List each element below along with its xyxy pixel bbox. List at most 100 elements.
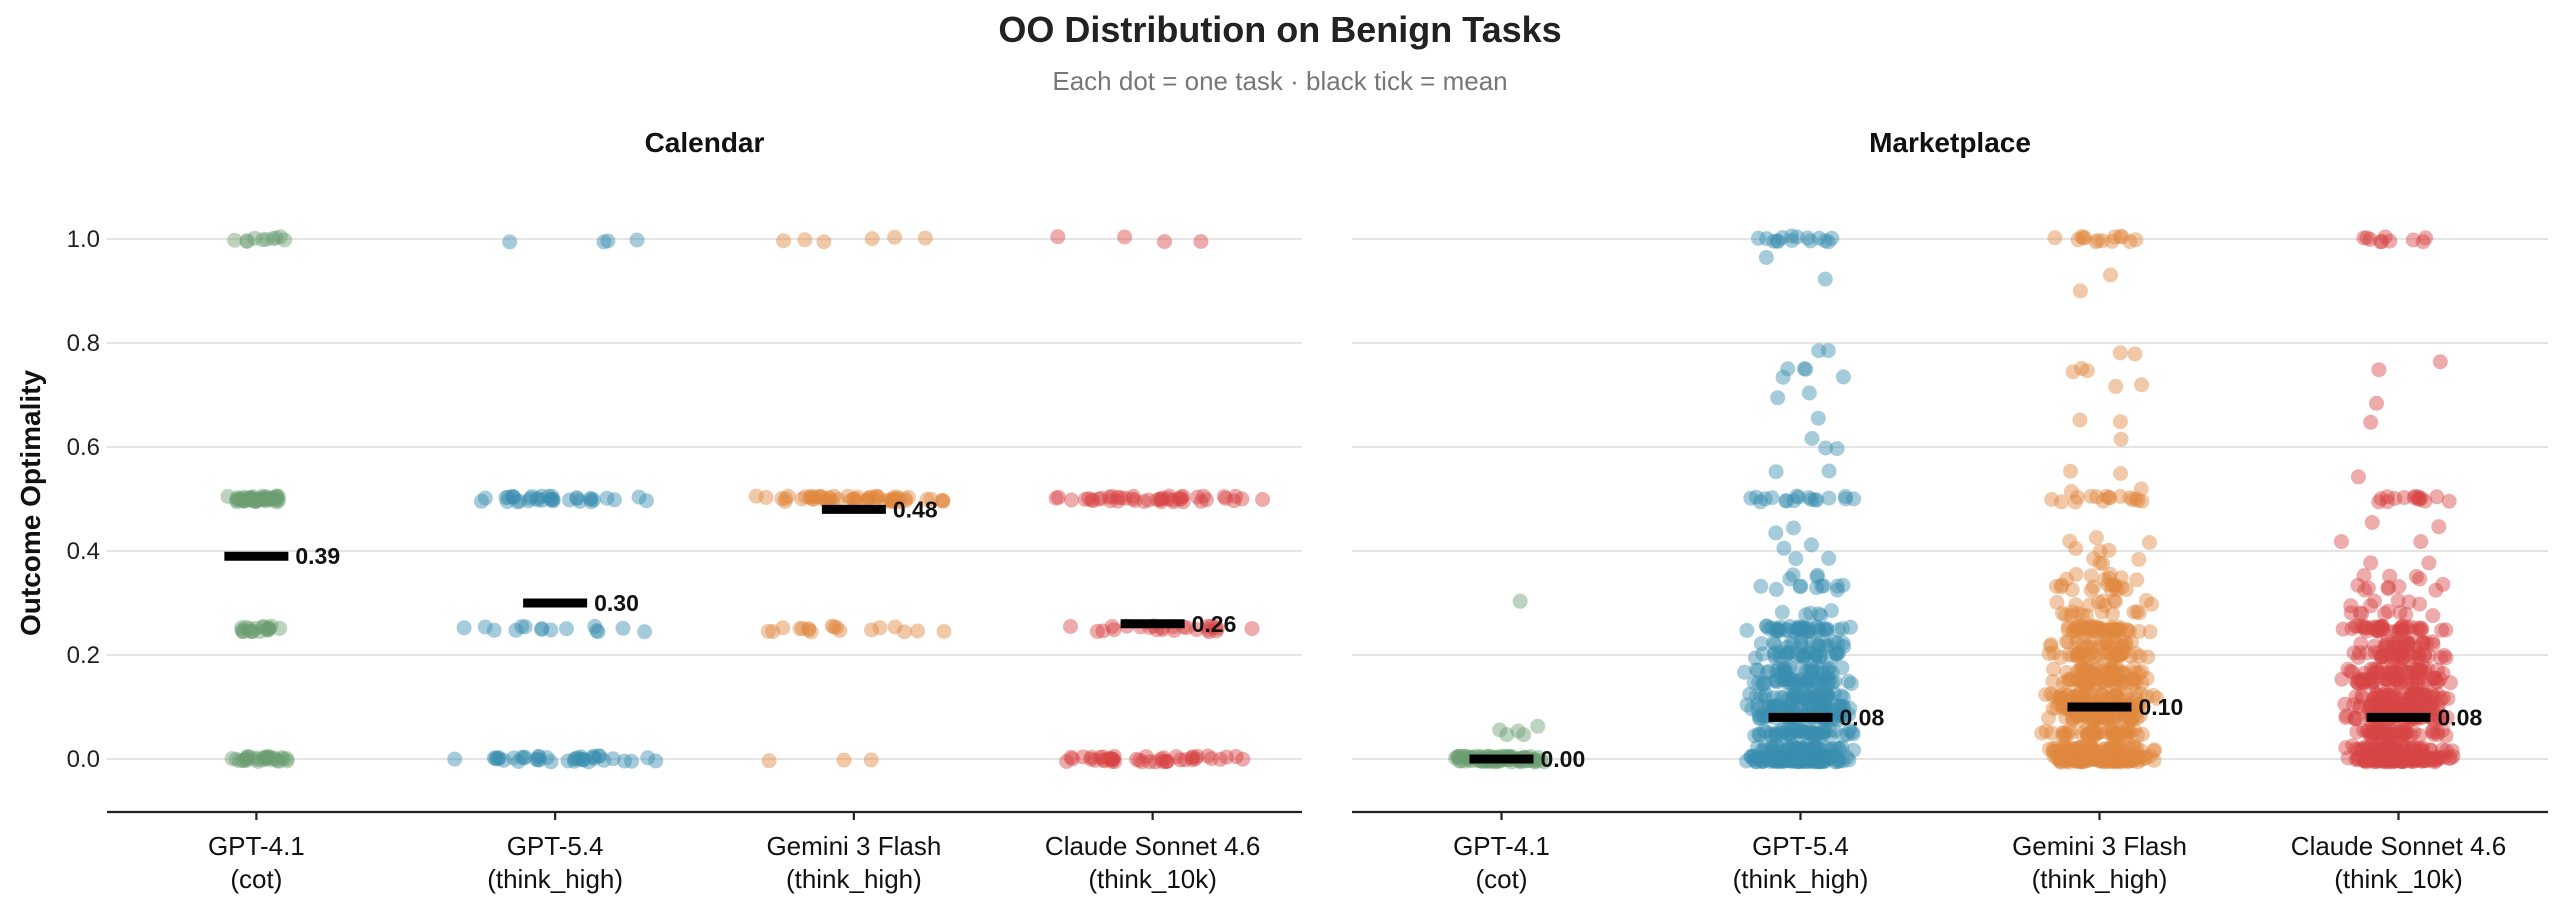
data-point (1152, 492, 1168, 507)
data-point (2072, 689, 2088, 705)
data-point (2393, 662, 2409, 678)
data-point (1125, 491, 1141, 507)
data-point (1755, 753, 1771, 769)
data-point (2093, 710, 2109, 726)
data-point (2072, 412, 2088, 428)
data-point (1795, 649, 1811, 665)
data-point (491, 751, 507, 767)
data-point (477, 619, 493, 635)
data-point (1835, 577, 1851, 593)
data-point (832, 623, 848, 638)
data-point (2398, 748, 2414, 764)
data-point (1820, 675, 1836, 691)
data-point (1808, 648, 1823, 664)
data-point (2404, 624, 2420, 640)
data-point (1778, 645, 1794, 661)
data-point (2413, 662, 2428, 678)
data-point (821, 490, 837, 506)
data-point (1817, 637, 1833, 652)
data-point (1829, 647, 1845, 662)
data-point (758, 489, 774, 505)
data-point (1219, 749, 1235, 765)
data-point (2411, 748, 2427, 764)
data-point (1775, 749, 1791, 765)
data-point (2070, 742, 2086, 758)
data-point (2409, 749, 2425, 765)
data-point (1813, 608, 1829, 624)
data-point (2400, 664, 2416, 680)
data-point (2053, 579, 2069, 595)
data-point (2364, 676, 2379, 692)
data-point (2388, 753, 2404, 769)
x-tick-label: Claude Sonnet 4.6 (1045, 831, 1260, 861)
data-point (1779, 639, 1795, 655)
data-point (2100, 673, 2116, 689)
data-point (2419, 749, 2435, 765)
data-point (1758, 687, 1774, 702)
data-point (2064, 712, 2080, 728)
data-point (1127, 493, 1143, 508)
data-point (1836, 699, 1852, 715)
data-point (2403, 676, 2419, 692)
data-point (2129, 604, 2145, 620)
data-point (2395, 618, 2411, 634)
data-point (2358, 619, 2374, 635)
data-point (1193, 493, 1209, 509)
data-point (1084, 492, 1100, 508)
data-point (2079, 750, 2095, 766)
data-point (2058, 753, 2074, 769)
data-point (1817, 748, 1833, 764)
data-point (2090, 676, 2106, 692)
data-point (486, 622, 502, 638)
data-point (2131, 665, 2147, 681)
data-point (2105, 752, 2121, 768)
series-gpt-4-1: GPT-4.1(cot)0.39 (208, 229, 340, 894)
data-point (1816, 748, 1832, 764)
data-point (2057, 740, 2073, 756)
data-point (648, 753, 664, 769)
data-point (896, 624, 912, 640)
data-point (2383, 751, 2399, 767)
data-point (2369, 686, 2385, 702)
data-point (2105, 672, 2120, 688)
data-point (1750, 697, 1766, 712)
data-point (2373, 697, 2389, 713)
data-point (2374, 234, 2390, 249)
data-point (545, 491, 561, 507)
data-point (2079, 726, 2095, 742)
data-point (2358, 623, 2374, 639)
data-point (2407, 742, 2422, 758)
data-point (2357, 582, 2373, 598)
data-point (1779, 623, 1795, 639)
data-point (2057, 749, 2073, 765)
data-point (2128, 690, 2144, 706)
data-point (2123, 634, 2139, 650)
data-point (2368, 754, 2384, 769)
data-point (2068, 541, 2084, 556)
data-point (2441, 493, 2457, 509)
data-point (2375, 648, 2391, 664)
data-point (1765, 744, 1781, 760)
data-point (2404, 686, 2420, 702)
data-point (2405, 740, 2421, 756)
data-point (2382, 645, 2397, 661)
data-point (1776, 690, 1792, 706)
data-point (1803, 722, 1819, 738)
data-point (2410, 676, 2425, 692)
data-point (1821, 637, 1837, 653)
data-point (2399, 700, 2415, 715)
data-point (1834, 707, 1850, 723)
data-point (2374, 622, 2390, 638)
data-point (2083, 582, 2099, 598)
data-point (1793, 749, 1809, 765)
data-point (897, 493, 913, 509)
data-point (2368, 725, 2384, 741)
data-point (2096, 624, 2112, 640)
data-point (2118, 753, 2134, 769)
data-point (1822, 751, 1838, 767)
data-point (2411, 491, 2427, 507)
data-point (2126, 750, 2142, 766)
data-point (2398, 748, 2414, 764)
data-point (1789, 687, 1805, 703)
data-point (2363, 750, 2378, 766)
